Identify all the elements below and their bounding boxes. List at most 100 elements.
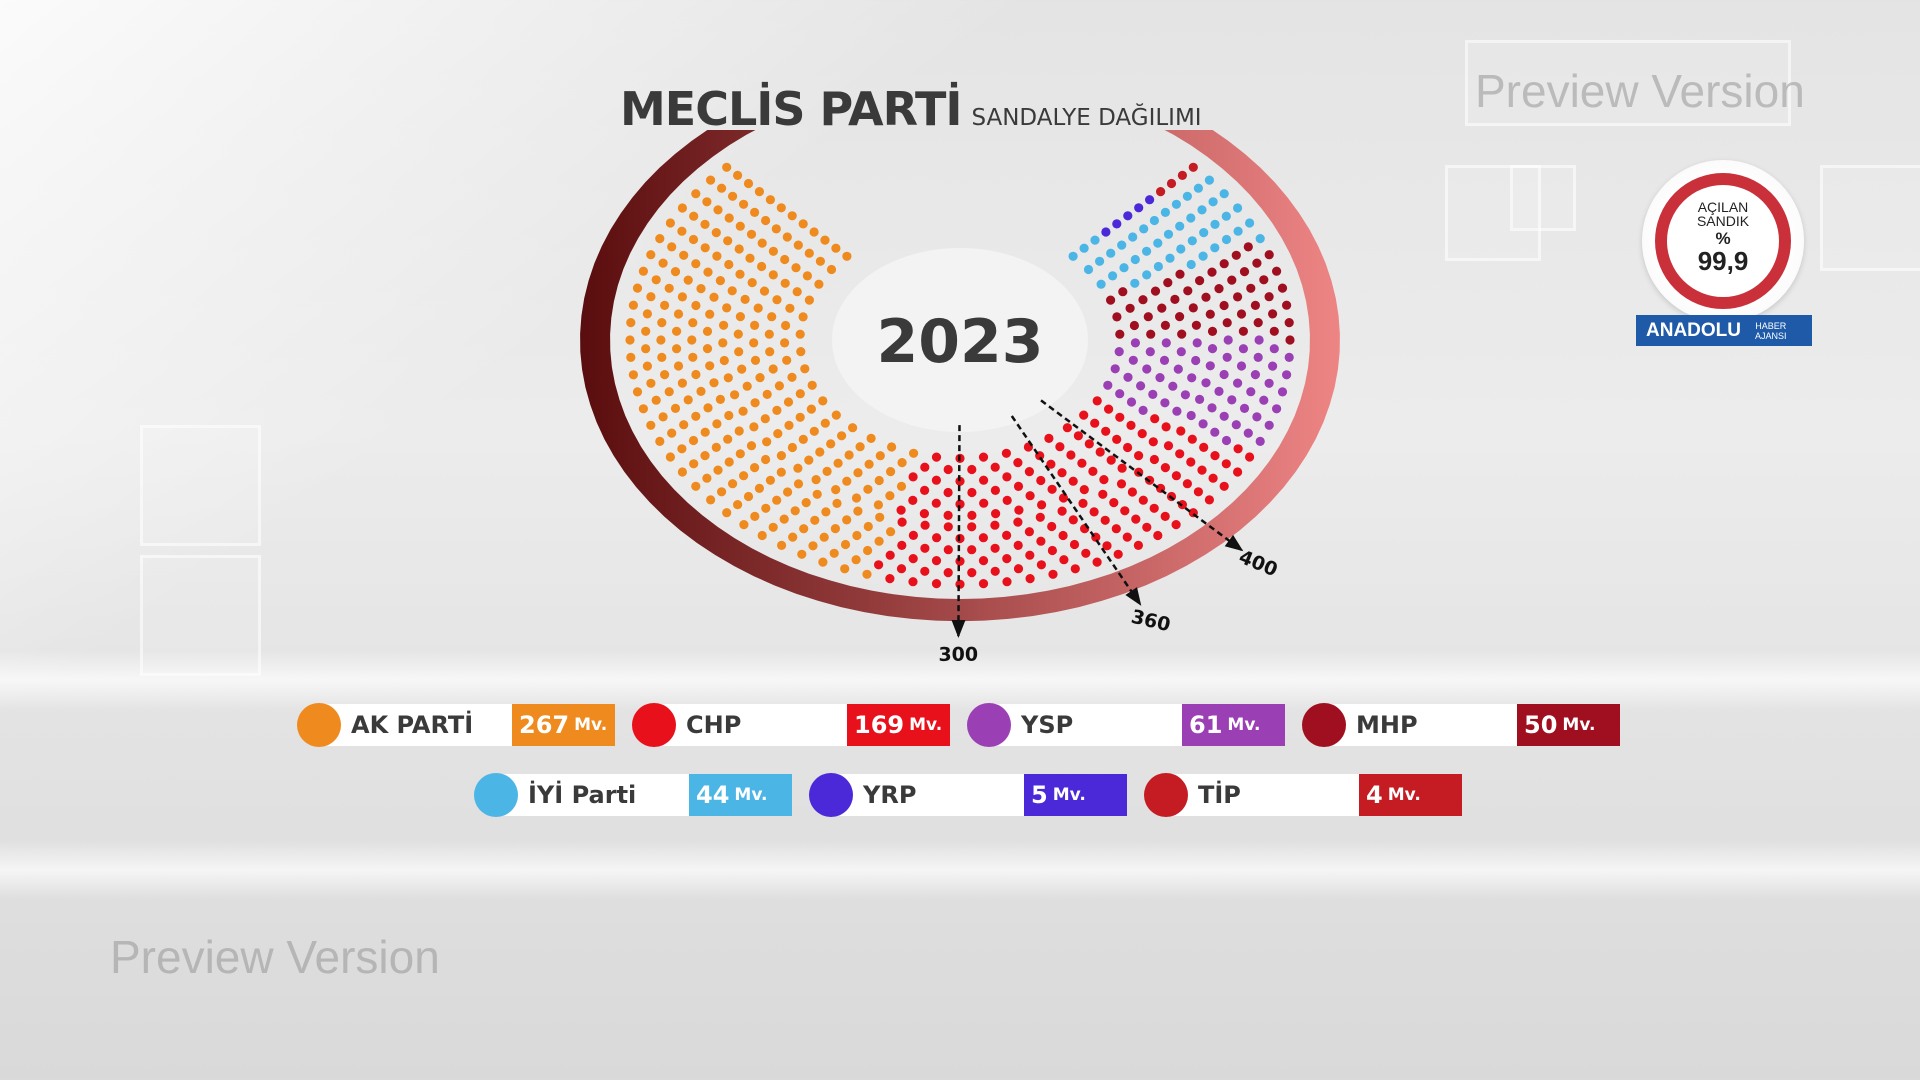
seat-dot (1088, 466, 1098, 476)
seat-dot (730, 390, 740, 400)
seat-dot (1180, 390, 1190, 400)
seat-dot (1175, 269, 1185, 279)
seat-dot (1115, 329, 1125, 339)
legend-swatch (1302, 703, 1346, 747)
seat-dot (809, 227, 819, 237)
seat-dot (1233, 378, 1243, 388)
seat-dot (632, 387, 643, 397)
seat-dot (783, 487, 793, 497)
seat-dot (1219, 481, 1229, 491)
seat-dot (791, 263, 801, 273)
seat-dot (677, 292, 687, 302)
seat-dot (1092, 396, 1102, 406)
seat-dot (1069, 539, 1080, 550)
seat-dot (909, 448, 919, 458)
seat-dot (709, 292, 719, 302)
seat-dot (1059, 555, 1069, 565)
seat-dot (1092, 557, 1102, 567)
legend-item: İYİ Parti 44 Mv. (474, 773, 794, 817)
legend-party-name: YRP (863, 781, 917, 809)
legend-seat-count: 61 Mv. (1182, 704, 1285, 746)
seat-dot (807, 380, 817, 390)
seat-dot (773, 429, 783, 439)
seat-dot (1163, 278, 1173, 288)
seat-dot (1113, 549, 1123, 559)
seat-dot (1264, 292, 1274, 302)
legend-count-value: 4 (1366, 781, 1383, 809)
seat-dot (772, 495, 782, 505)
seat-dot (728, 191, 738, 201)
seat-dot (1070, 564, 1080, 574)
seat-dot (1187, 434, 1197, 444)
seat-dot (1118, 287, 1128, 297)
marker-arrow (1125, 587, 1142, 606)
seat-dot (1130, 338, 1140, 348)
legend-count-unit: Mv. (574, 715, 608, 735)
seat-dot (703, 267, 713, 277)
legend-swatch (809, 773, 853, 817)
seat-dot (723, 434, 733, 444)
seat-dot (711, 228, 721, 238)
seat-dot (833, 458, 843, 468)
seat-dot (1250, 300, 1260, 310)
seat-dot (1233, 292, 1243, 302)
seat-dot (1259, 395, 1269, 405)
seat-dot (1123, 372, 1133, 382)
seat-dot (782, 355, 792, 365)
seat-dot (1146, 329, 1156, 339)
seat-dot (771, 224, 781, 234)
marker-label: 360 (1129, 606, 1173, 637)
seat-dot (792, 287, 802, 297)
seat-dot (696, 284, 706, 294)
seat-dot (840, 539, 851, 550)
seat-dot (638, 266, 648, 276)
seat-dot (722, 508, 732, 518)
seat-dot (1176, 347, 1186, 357)
seat-dot (1002, 530, 1012, 540)
seat-dot (815, 447, 825, 457)
seat-dot (1192, 338, 1202, 348)
seat-dot (802, 271, 812, 281)
seat-dot (672, 344, 682, 354)
seat-dot (1245, 452, 1255, 462)
seat-dot (853, 506, 863, 516)
seat-dot (1210, 427, 1220, 437)
seat-dot (818, 396, 828, 406)
seat-dot (1128, 355, 1138, 365)
seat-dot (1126, 397, 1137, 407)
seat-dot (1243, 242, 1253, 252)
seat-dot (657, 318, 667, 328)
seat-dot (1058, 530, 1068, 541)
seat-dot (641, 326, 651, 336)
seat-dot (1219, 300, 1229, 311)
seat-dot (798, 219, 808, 229)
seat-dot (874, 475, 884, 486)
seat-dot (1143, 312, 1153, 322)
seat-dot (754, 483, 764, 493)
seat-dot (853, 468, 863, 478)
seat-dot (740, 294, 750, 304)
seat-dot (1106, 295, 1116, 305)
badge-percent-sign: % (1715, 229, 1731, 248)
legend-item: YRP 5 Mv. (809, 773, 1129, 817)
seat-dot (742, 381, 752, 391)
seat-dot (670, 403, 681, 413)
seat-dot (780, 278, 790, 288)
seat-dot (1014, 505, 1024, 515)
seat-dot (1171, 199, 1181, 209)
seat-dot (776, 451, 786, 461)
seat-dot (784, 420, 794, 430)
seat-dot (1210, 219, 1220, 229)
seat-dot (1047, 545, 1057, 556)
seat-dot (862, 569, 872, 579)
seat-dot (1013, 517, 1023, 527)
seat-dot (979, 475, 989, 485)
seat-dot (1186, 410, 1196, 421)
seat-dot (795, 412, 805, 422)
seat-dot (1277, 283, 1288, 293)
seat-dot (667, 242, 677, 252)
seat-dot (761, 454, 771, 465)
seat-dot (735, 449, 745, 459)
seat-dot (829, 548, 839, 558)
marker-arrow (1224, 534, 1244, 552)
